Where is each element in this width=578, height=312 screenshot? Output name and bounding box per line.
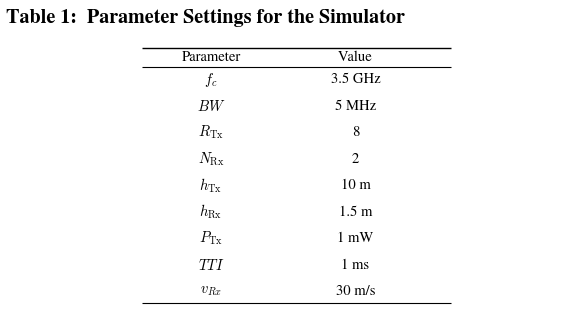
Text: $h_{\mathrm{Rx}}$: $h_{\mathrm{Rx}}$ — [199, 203, 223, 222]
Text: Table 1:  Parameter Settings for the Simulator: Table 1: Parameter Settings for the Simu… — [6, 9, 405, 27]
Text: Parameter: Parameter — [181, 51, 240, 64]
Text: 30 m/s: 30 m/s — [336, 285, 375, 298]
Text: 1 ms: 1 ms — [342, 259, 369, 272]
Text: $N_{\mathrm{Rx}}$: $N_{\mathrm{Rx}}$ — [198, 150, 224, 168]
Text: $R_{\mathrm{Tx}}$: $R_{\mathrm{Tx}}$ — [198, 124, 224, 141]
Text: 5 MHz: 5 MHz — [335, 100, 376, 113]
Text: Value: Value — [338, 51, 373, 64]
Text: 2: 2 — [352, 153, 359, 166]
Text: $TTI$: $TTI$ — [198, 258, 224, 273]
Text: $v_{Rx}$: $v_{Rx}$ — [200, 285, 222, 299]
Text: $h_{\mathrm{Tx}}$: $h_{\mathrm{Tx}}$ — [199, 176, 223, 195]
Text: 1.5 m: 1.5 m — [339, 206, 372, 219]
Text: 10 m: 10 m — [340, 179, 370, 192]
Text: $BW$: $BW$ — [197, 99, 225, 114]
Text: $P_{\mathrm{Tx}}$: $P_{\mathrm{Tx}}$ — [199, 230, 223, 247]
Text: 8: 8 — [352, 126, 359, 139]
Text: 3.5 GHz: 3.5 GHz — [331, 73, 380, 86]
Text: 1 mW: 1 mW — [338, 232, 373, 245]
Text: $f_c$: $f_c$ — [204, 71, 218, 89]
